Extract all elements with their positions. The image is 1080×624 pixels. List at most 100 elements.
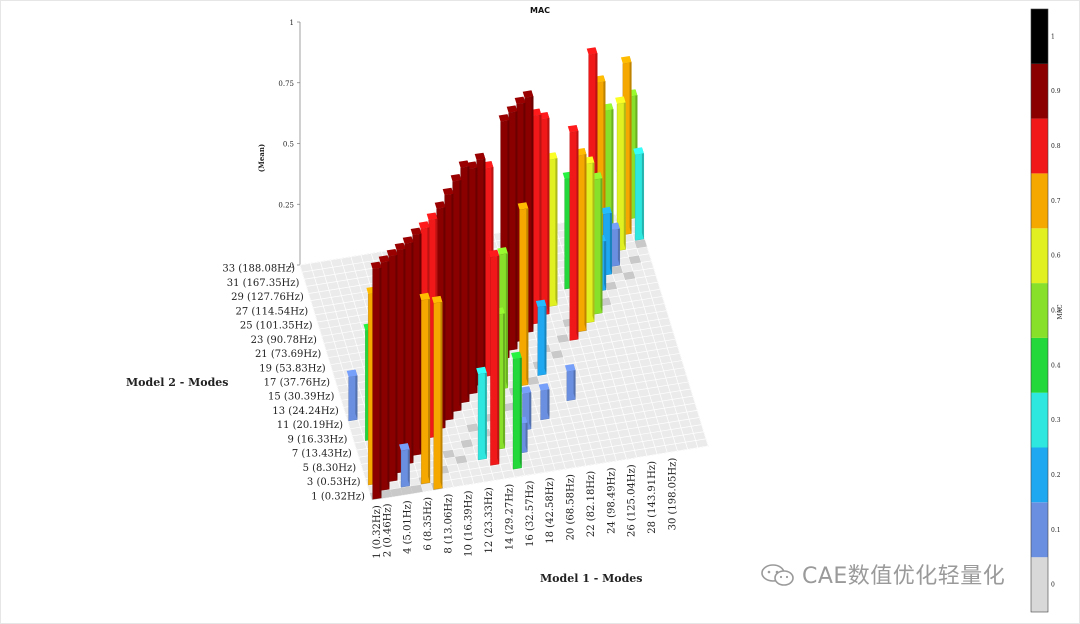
bar-face-side [525,416,528,452]
bar-face-top [410,227,422,236]
y-tick-label: 13 (24.24Hz) [272,406,338,417]
bar-face-top [442,187,454,196]
floor-cell [526,376,540,386]
mac-bar [633,147,644,241]
floor-cell [410,484,423,494]
x-tick-label: 4 (5.01Hz) [403,500,414,554]
floor-cell [460,439,474,448]
y-tick-label: 25 (101.35Hz) [240,321,313,332]
bar-face-top [378,255,390,263]
colorbar-tick-label: 1 [1051,33,1055,40]
bar-face-side [459,174,462,411]
bar-face-top [506,105,518,113]
bar-face-side [497,249,500,465]
bar-face-side [531,90,534,332]
y-tick-label: 33 (188.08Hz) [222,264,295,275]
colorbar-segment [1031,447,1048,503]
bar-face-top [346,369,358,377]
mac-bar [450,174,462,412]
x-tick-label: 26 (125.04Hz) [627,464,638,537]
x-tick-label: 10 (16.39Hz) [464,490,475,556]
x-tick-label: 2 (0.46Hz) [382,503,393,557]
x-tick-label: 6 (8.35Hz) [423,497,434,551]
colorbar-segment [1031,557,1048,612]
bar-face-top [620,56,632,64]
bar-face-side [505,247,508,388]
bar-face-top [633,147,644,155]
bar-face-top [450,174,462,182]
floor-cell [502,402,516,412]
bar-face-top [426,212,438,220]
colorbar-tick-label: 0.2 [1051,472,1061,479]
colorbar-segment [1031,228,1048,284]
y-tick-label: 15 (30.39Hz) [268,392,334,403]
mac-bar [535,299,547,376]
bar-face-side [609,206,612,275]
floor-grid-line [361,410,698,465]
mac-bar [442,187,454,421]
x-tick-label: 28 (143.91Hz) [647,461,658,534]
bar-face-top [476,366,487,375]
colorbar-segment [1031,392,1048,448]
wechat-logo-icon [761,564,794,586]
bar-face-side [411,236,414,463]
bar-face-side [576,125,579,340]
floor-cell [466,423,479,433]
z-tick-label: 0.75 [278,80,294,88]
mac-bar [567,125,579,341]
floor-grid-line [363,417,700,472]
bar-face-top [567,125,579,133]
colorbar-tick-label: 0.9 [1051,88,1061,95]
bar-face-side [403,242,406,472]
bar-face-top [520,386,532,394]
mac-bar [488,249,500,466]
mac-bar [431,295,443,490]
bar-face-side [573,364,576,400]
floor-cell [628,255,642,265]
floor-grid-line [371,445,709,501]
z-axis-title: (Mean) [257,144,266,172]
floor-cell [400,486,413,496]
mac-bar [466,161,478,395]
bar-face-top [474,152,486,161]
mac-bar [506,105,518,351]
bar-face-side [475,161,478,393]
y-tick-label: 31 (167.35Hz) [227,278,300,289]
bar-face-side [604,234,606,290]
floor-grid-line [625,212,699,448]
bar-face-side [611,103,614,244]
colorbar: 0 0.1 0.2 0.3 0.4 0.5 0.6 0.7 0.8 0.9 1 [1030,8,1061,613]
bar-face-side [600,172,603,313]
bar-face-top [517,202,529,210]
y-tick-label: 19 (53.83Hz) [259,363,325,374]
bar-face-side [451,187,454,420]
floor-cell [622,271,636,280]
colorbar-frame [1030,8,1049,613]
mac-bar [370,261,382,500]
floor-cell [610,265,623,275]
bar-face-side [519,351,522,468]
x-tick-label: 14 (29.27Hz) [505,484,516,550]
mac-bar [517,202,529,387]
bar-face-top [386,249,398,257]
bar-face-side [379,261,382,498]
floor-cell [550,350,564,359]
y-tick-label: 3 (0.53Hz) [307,477,361,488]
floor-grid-line [635,210,709,447]
x-tick-label: 20 (68.58Hz) [566,474,577,540]
mac-bar [474,152,486,386]
z-tick-label: 0.25 [278,201,294,209]
y-tick-label: 17 (37.76Hz) [264,378,330,389]
y-tick-label: 9 (16.33Hz) [287,434,347,445]
bar-face-top [419,292,430,301]
bar-face-side [584,148,587,331]
bar-face-top [601,206,612,215]
x-tick-label: 30 (198.05Hz) [667,458,678,531]
x-tick-label: 16 (32.57Hz) [525,481,536,547]
bar-face-side [547,112,550,314]
bar-face-side [555,152,558,306]
mac-bar [399,443,410,488]
bar-face-side [623,96,626,250]
bar-face-top [434,201,446,209]
